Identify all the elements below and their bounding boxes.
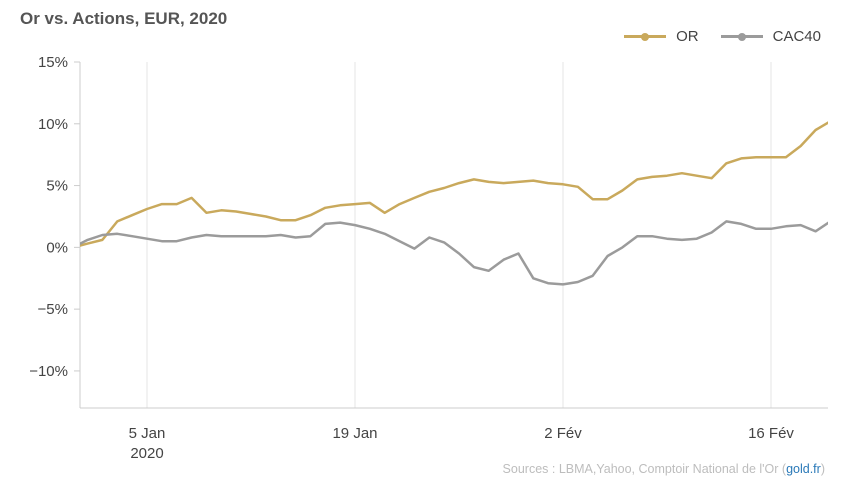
x-tick-label-1: 19 Jan (332, 425, 377, 442)
chart-title: Or vs. Actions, EUR, 2020 (20, 9, 228, 28)
legend-item-or[interactable]: OR (624, 28, 699, 45)
x-tick-label-3: 16 Fév (748, 425, 794, 442)
source-text-end: ) (820, 462, 825, 476)
legend-swatch-or (624, 32, 667, 41)
source-note: Sources : LBMA,Yahoo, Comptoir National … (503, 462, 825, 476)
y-tick-label-4: −5% (38, 301, 68, 318)
legend-swatch-cac40 (720, 32, 763, 41)
x-tick-label-0: 5 Jan (129, 425, 166, 442)
x-tick-sublabel-0: 2020 (130, 445, 163, 462)
x-tick-label-2: 2 Fév (544, 425, 582, 442)
y-tick-label-2: 5% (46, 178, 68, 195)
y-tick-label-0: 15% (38, 54, 68, 71)
chart-legend: OR CAC40 (624, 28, 821, 45)
legend-label-or: OR (676, 28, 699, 45)
y-tick-label-1: 10% (38, 116, 68, 133)
y-tick-label-3: 0% (46, 239, 68, 256)
legend-label-cac40: CAC40 (772, 28, 821, 45)
source-text: Sources : LBMA,Yahoo, Comptoir National … (502, 462, 787, 476)
y-tick-label-5: −10% (29, 363, 68, 380)
series-line-cac40 (80, 220, 828, 286)
source-brand-link[interactable]: gold.fr (786, 462, 821, 476)
legend-item-cac40[interactable]: CAC40 (720, 28, 821, 45)
series-line-or (80, 121, 828, 247)
